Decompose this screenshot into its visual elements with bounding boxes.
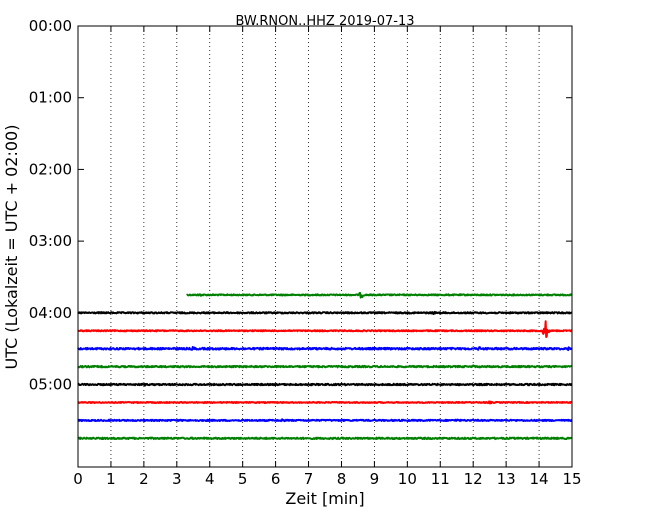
x-tick-label: 4 bbox=[205, 470, 215, 488]
trace-line-6 bbox=[77, 400, 573, 405]
trace-line-4 bbox=[77, 364, 573, 369]
trace-line-8 bbox=[77, 436, 573, 441]
trace-line-5 bbox=[77, 382, 573, 387]
x-tick-label: 14 bbox=[530, 470, 549, 488]
trace-line-0 bbox=[186, 292, 573, 299]
y-tick-label: 01:00 bbox=[29, 89, 72, 107]
trace-line-7 bbox=[77, 418, 573, 423]
x-tick-label: 1 bbox=[106, 470, 116, 488]
y-axis-label: UTC (Lokalzeit = UTC + 02:00) bbox=[2, 125, 21, 370]
x-tick-label: 2 bbox=[139, 470, 149, 488]
x-axis-label: Zeit [min] bbox=[285, 489, 364, 508]
trace-line-1 bbox=[77, 310, 573, 315]
x-tick-label: 3 bbox=[172, 470, 182, 488]
x-tick-label: 12 bbox=[464, 470, 483, 488]
y-tick-label: 02:00 bbox=[29, 160, 72, 178]
x-tick-label: 11 bbox=[431, 470, 450, 488]
seismogram-traces bbox=[77, 292, 573, 441]
x-tick-label: 15 bbox=[562, 470, 581, 488]
vertical-gridlines bbox=[110, 26, 540, 467]
x-tick-label: 5 bbox=[238, 470, 248, 488]
y-tick-label: 05:00 bbox=[29, 376, 72, 394]
y-tick-label: 00:00 bbox=[29, 17, 72, 35]
x-tick-label: 6 bbox=[271, 470, 281, 488]
plot-frame bbox=[77, 25, 573, 468]
x-tick-label: 7 bbox=[304, 470, 314, 488]
chart-title: BW.RNON..HHZ 2019-07-13 bbox=[235, 14, 414, 29]
x-tick-label: 9 bbox=[370, 470, 380, 488]
y-tick-label: 03:00 bbox=[29, 232, 72, 250]
x-tick-label: 8 bbox=[337, 470, 347, 488]
y-axis-ticks: 00:00 01:00 02:00 03:00 04:00 05:00 bbox=[29, 17, 572, 394]
x-tick-label: 10 bbox=[398, 470, 417, 488]
trace-line-3 bbox=[77, 345, 573, 352]
y-tick-label: 04:00 bbox=[29, 304, 72, 322]
trace-line-2 bbox=[77, 320, 573, 338]
x-tick-label: 13 bbox=[497, 470, 516, 488]
x-axis-ticks: 0 1 2 3 4 5 6 7 8 9 10 11 12 13 14 15 bbox=[73, 26, 582, 488]
x-tick-label: 0 bbox=[73, 470, 83, 488]
